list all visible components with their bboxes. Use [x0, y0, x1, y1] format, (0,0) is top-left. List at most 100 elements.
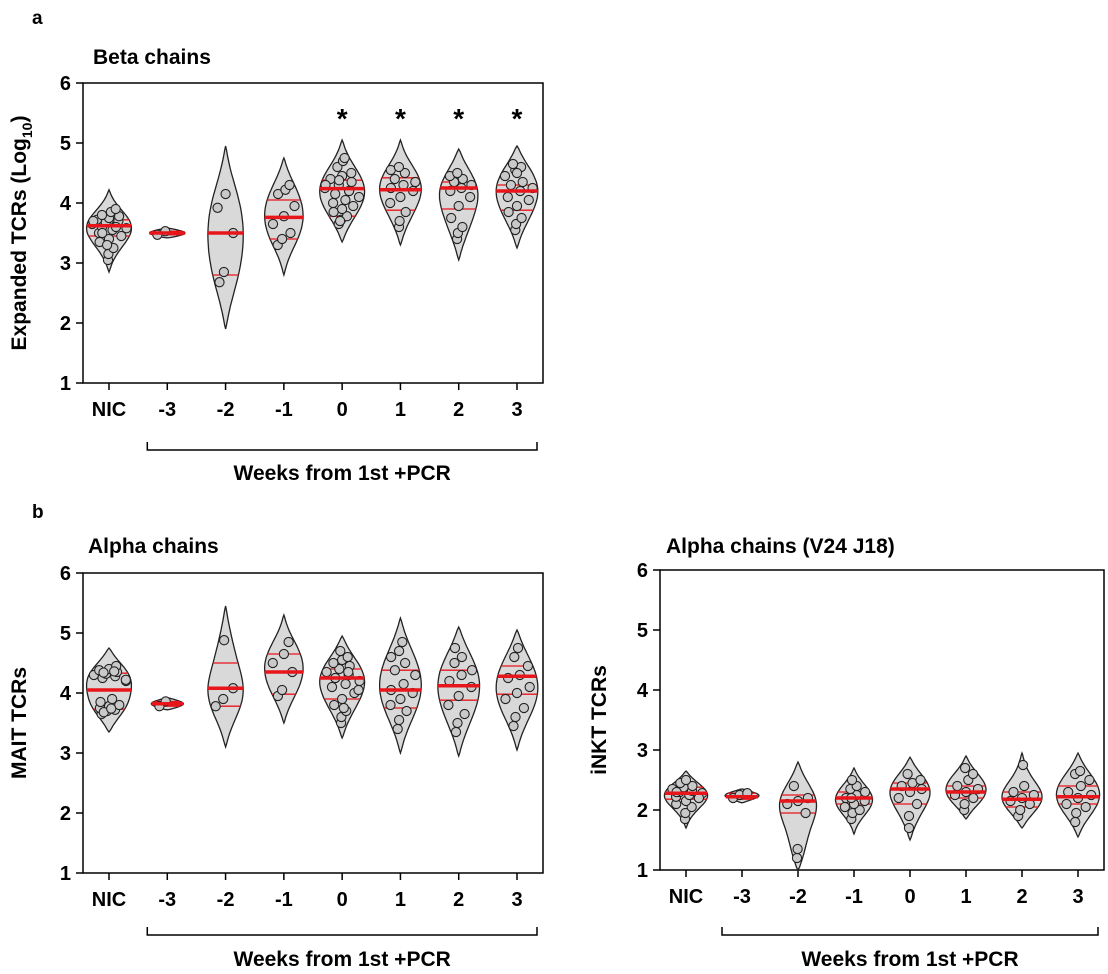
- group-label: Weeks from 1st +PCR: [234, 948, 451, 971]
- data-point: [952, 780, 963, 792]
- data-point: [334, 215, 346, 227]
- chart-alpha-chains-inkt: Alpha chains (V24 J18) 1 2 3 4 5 6 iNKT TCRs NIC…: [588, 535, 1105, 971]
- x-tick-label: 0: [337, 399, 348, 421]
- data-point: [283, 636, 294, 648]
- x-tick-label: 2: [1016, 886, 1027, 908]
- data-point: [788, 780, 800, 792]
- data-point: [333, 175, 345, 186]
- data-point: [1015, 804, 1026, 816]
- data-point: [456, 669, 467, 681]
- x-tick-label: 2: [453, 399, 464, 421]
- y-axis-label-main: Expanded TCRs (Log: [8, 138, 31, 350]
- data-point: [459, 708, 470, 720]
- x-tick-label: -2: [789, 886, 807, 908]
- data-point: [220, 188, 231, 200]
- data-point: [321, 666, 332, 678]
- data-point: [116, 230, 127, 242]
- significance-marker: *: [337, 103, 348, 134]
- data-point: [106, 703, 117, 714]
- data-point: [839, 801, 851, 813]
- significance-marker: *: [512, 103, 523, 134]
- data-point: [267, 657, 278, 669]
- data-point: [1080, 801, 1091, 813]
- y-axis-label: iNKT TCRs: [588, 665, 611, 775]
- data-point: [385, 699, 396, 711]
- data-point: [393, 161, 405, 173]
- data-point: [218, 693, 229, 705]
- significance-marker: *: [453, 103, 464, 134]
- data-point: [523, 194, 534, 206]
- data-point: [791, 852, 803, 864]
- data-point: [410, 669, 421, 681]
- x-tick-label: 0: [904, 886, 915, 908]
- y-tick-label: 5: [60, 623, 71, 645]
- y-axis-label-close: ): [8, 116, 31, 123]
- data-point: [395, 693, 406, 705]
- data-point: [395, 191, 406, 203]
- plot-frame: [82, 82, 544, 384]
- x-tick-label: 3: [1072, 886, 1083, 908]
- data-point: [334, 663, 345, 675]
- data-point: [400, 206, 411, 218]
- data-point: [340, 194, 351, 206]
- data-point: [1017, 759, 1029, 771]
- group-bracket: [721, 927, 1099, 936]
- x-tick-label: 3: [511, 399, 522, 421]
- data-point: [903, 822, 915, 834]
- data-point: [507, 158, 519, 170]
- data-point: [505, 179, 517, 191]
- data-point: [846, 774, 858, 786]
- plot-frame: [82, 572, 544, 874]
- data-point: [339, 152, 350, 164]
- y-axis-label-main: MAIT TCRs: [8, 667, 31, 779]
- data-point: [1008, 786, 1019, 798]
- data-point: [353, 684, 364, 696]
- x-tick-label: -3: [733, 886, 751, 908]
- data-point: [510, 711, 521, 723]
- violin--2: [207, 145, 244, 330]
- data-point: [1061, 798, 1072, 810]
- data-point: [443, 699, 454, 711]
- data-point: [511, 200, 523, 212]
- significance-marker: *: [395, 103, 406, 134]
- y-tick-label: 4: [60, 683, 72, 705]
- data-point: [522, 660, 534, 672]
- x-tick-label: 1: [960, 886, 971, 908]
- group-bracket: [146, 927, 538, 936]
- y-tick-label: 6: [60, 563, 71, 585]
- data-point: [210, 701, 221, 712]
- data-point: [503, 206, 514, 218]
- data-point: [218, 635, 230, 646]
- data-point: [1075, 780, 1087, 792]
- data-point: [276, 684, 288, 696]
- y-tick-label: 6: [637, 560, 648, 582]
- y-tick-label: 1: [60, 863, 71, 885]
- data-point: [959, 798, 970, 810]
- data-point: [1074, 765, 1086, 777]
- y-tick-label: 1: [637, 860, 648, 882]
- data-point: [341, 211, 353, 222]
- data-point: [267, 218, 279, 230]
- data-point: [96, 209, 108, 221]
- data-point: [98, 667, 109, 678]
- data-point: [456, 651, 468, 663]
- data-point: [524, 681, 535, 693]
- y-tick-label: 4: [60, 193, 72, 215]
- violin--2: [207, 605, 244, 750]
- chart-title: Alpha chains: [88, 535, 219, 558]
- data-point: [453, 690, 464, 702]
- data-point: [449, 657, 460, 669]
- violin--2: [778, 760, 818, 872]
- x-tick-label: NIC: [92, 889, 126, 911]
- x-tick-label: -1: [275, 889, 293, 911]
- data-point: [1071, 807, 1082, 819]
- data-point: [284, 179, 295, 191]
- data-point: [394, 215, 405, 227]
- data-point: [959, 762, 971, 774]
- chart-title: Beta chains: [93, 46, 211, 69]
- group-bracket: [146, 442, 538, 451]
- data-point: [399, 167, 411, 179]
- group-label: Weeks from 1st +PCR: [234, 462, 451, 485]
- x-tick-label: -2: [217, 889, 235, 911]
- x-tick-label: 0: [337, 889, 348, 911]
